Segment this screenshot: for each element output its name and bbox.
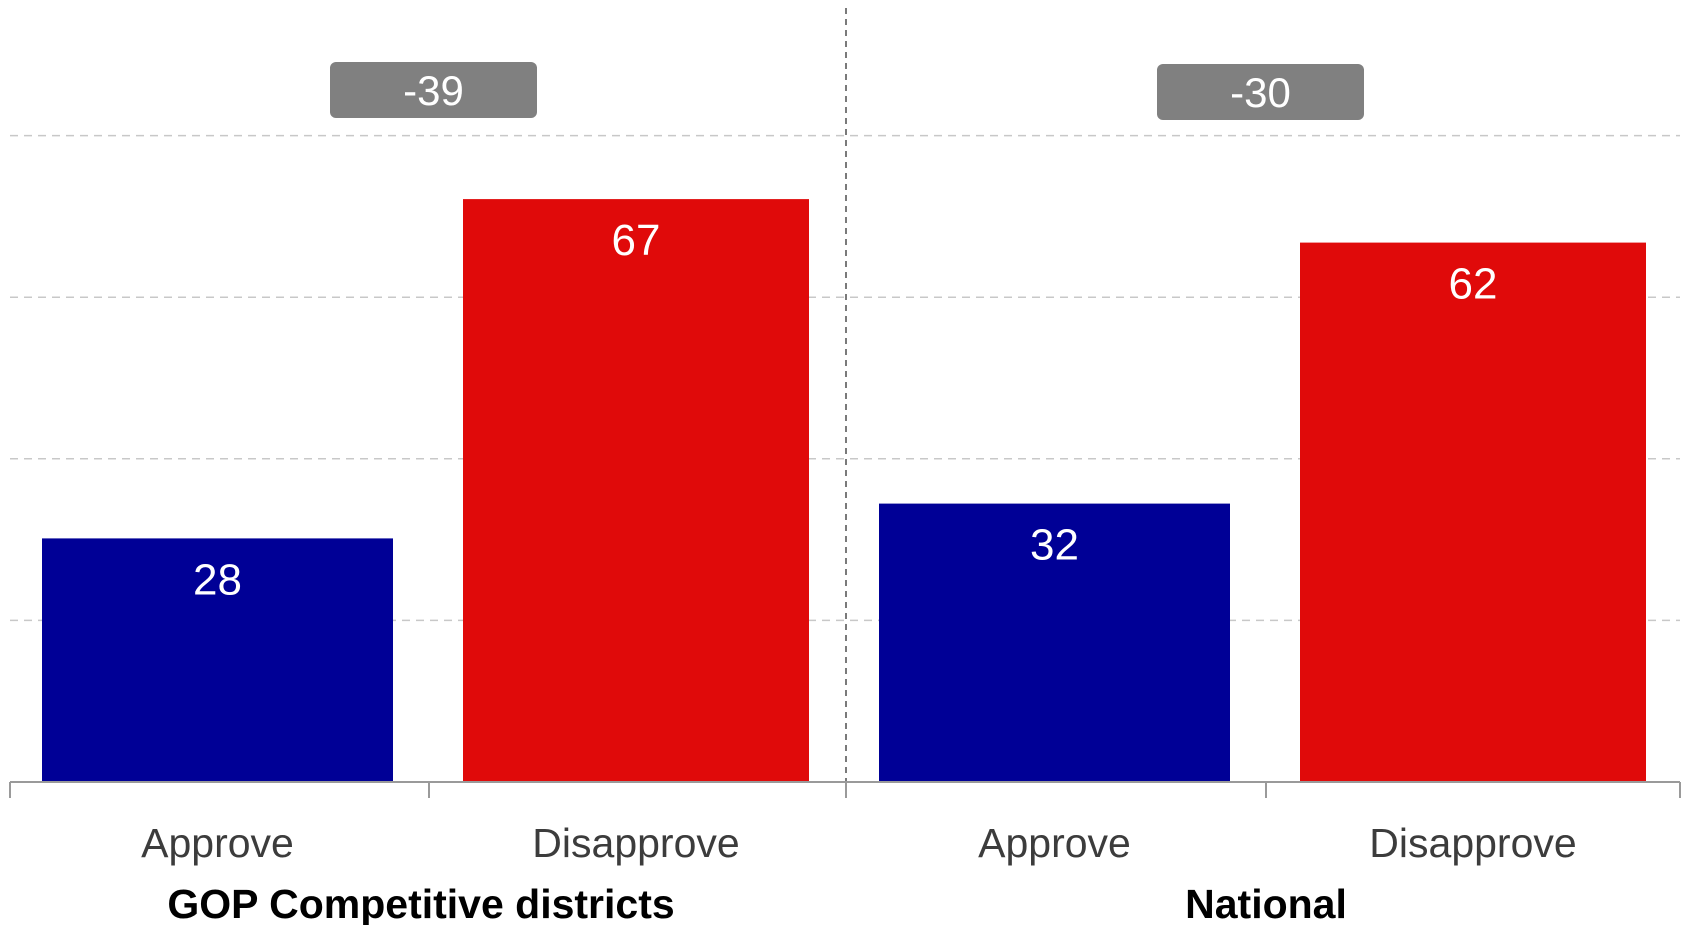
bar-value-label: 28 — [193, 555, 242, 604]
bar-value-label: 32 — [1030, 521, 1079, 570]
bar-disapprove — [1300, 242, 1646, 783]
category-label: Disapprove — [1369, 820, 1576, 866]
difference-value: -39 — [403, 67, 464, 114]
category-label: Approve — [141, 820, 294, 866]
difference-badges: -39 -30 — [330, 62, 1364, 120]
bar-approve — [42, 538, 393, 782]
difference-badge — [330, 62, 537, 118]
difference-value: -30 — [1230, 69, 1291, 116]
x-axis — [9, 781, 1681, 798]
category-label: Disapprove — [532, 820, 739, 866]
bar-approve — [879, 503, 1230, 782]
bar-value-label: 62 — [1449, 260, 1498, 309]
group-label: National — [1185, 881, 1347, 925]
bar-disapprove — [463, 199, 809, 783]
bar-value-label: 67 — [612, 216, 661, 265]
difference-badge — [1157, 64, 1364, 120]
group-label: GOP Competitive districts — [167, 881, 674, 925]
category-labels: Approve Disapprove GOP Competitive distric… — [141, 820, 1577, 925]
bars: 28 67 32 62 — [42, 199, 1646, 783]
category-label: Approve — [978, 820, 1131, 866]
